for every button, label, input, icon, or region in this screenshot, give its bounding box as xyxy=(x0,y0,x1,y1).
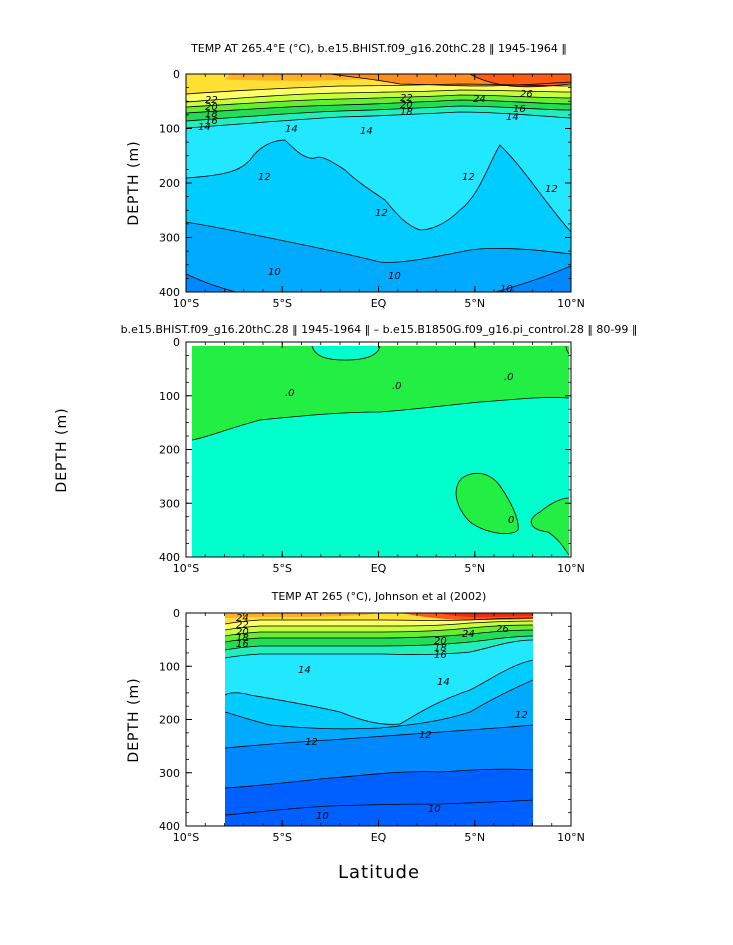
panel1-contour-label: 12 xyxy=(545,184,558,195)
y-tick-label: 200 xyxy=(159,444,180,457)
x-tick-label: 10°S xyxy=(173,562,199,575)
panel2-title: b.e15.BHIST.f09_g16.20thC.28 ‖ 1945-1964… xyxy=(121,323,638,336)
y-tick-label: 400 xyxy=(159,286,180,299)
x-tick-label: 5°S xyxy=(273,297,292,310)
y-tick-label: 0 xyxy=(173,336,180,349)
panel3-contour-label: 20 xyxy=(434,636,447,647)
panel1-contour-label: 14 xyxy=(285,124,298,135)
x-tick-label: 5°S xyxy=(273,831,292,844)
panel3-contour-label: 22 xyxy=(236,620,249,631)
panel1-contour-label: 18 xyxy=(400,107,413,118)
y-tick-label: 400 xyxy=(159,820,180,833)
panel1-contour-label: 10 xyxy=(388,271,401,282)
panel1-axes: 10°S 5°S EQ 5°N 10°N 0 100 200 300 400 xyxy=(159,68,585,310)
panel1-contour-label: 14 xyxy=(198,122,211,133)
panel1-contour-label: 26 xyxy=(520,89,533,100)
panel1-contour-label: 22 xyxy=(400,93,413,104)
panel2-contour-label: .0 xyxy=(504,372,514,383)
x-tick-label: 10°N xyxy=(557,831,585,844)
panel1-contour-label: 20 xyxy=(400,100,413,111)
x-tick-label: 10°N xyxy=(557,562,585,575)
y-tick-label: 300 xyxy=(159,232,180,245)
y-tick-label: 0 xyxy=(173,607,180,620)
panel-model-temperature: TEMP AT 265.4°E (°C), b.e15.BHIST.f09_g1… xyxy=(126,42,585,310)
y-tick-label: 200 xyxy=(159,177,180,190)
panel2-axes: 10°S 5°S EQ 5°N 10°N 0 100 200 300 400 xyxy=(159,336,585,575)
x-tick-label: EQ xyxy=(371,831,387,844)
y-tick-label: 400 xyxy=(159,551,180,564)
panel3-contour-label: 18 xyxy=(434,643,447,654)
panel2-contour-label: .0 xyxy=(392,381,402,392)
y-tick-label: 100 xyxy=(159,660,180,673)
panel1-contour-label: 22 xyxy=(205,95,218,106)
panel3-y-axis-label: DEPTH (m) xyxy=(126,677,142,762)
panel1-contour-label: 16 xyxy=(513,104,526,115)
panel3-title: TEMP AT 265 (°C), Johnson et al (2002) xyxy=(271,590,487,603)
panel3-contour-label: 12 xyxy=(305,737,318,748)
panel1-contour-label: 14 xyxy=(360,126,373,137)
x-tick-label: EQ xyxy=(371,562,387,575)
x-tick-label: 10°S xyxy=(173,297,199,310)
panel1-filled-contours xyxy=(186,74,571,292)
panel3-contour-label: 10 xyxy=(316,811,329,822)
panel1-contour-label: 16 xyxy=(205,116,218,127)
panel1-contour-label: 10 xyxy=(500,284,513,295)
panel1-contour-label: 12 xyxy=(462,172,475,183)
panel1-contour-label: 20 xyxy=(205,102,218,113)
panel3-contour-label: 10 xyxy=(428,804,441,815)
panel1-contour-label: 24 xyxy=(473,94,486,105)
panel3-filled-contours xyxy=(225,613,533,826)
panel3-contour-label: 24 xyxy=(462,629,475,640)
panel1-contour-labels: 22 20 18 16 14 14 14 12 12 12 12 10 10 1… xyxy=(198,89,558,295)
panel3-contour-label: 20 xyxy=(236,627,249,638)
panel1-contour-label: 12 xyxy=(258,172,271,183)
panel3-contour-label: 24 xyxy=(236,613,249,624)
y-tick-label: 300 xyxy=(159,497,180,510)
panel2-y-axis-label: DEPTH (m) xyxy=(54,407,70,492)
panel3-contour-label: 14 xyxy=(437,677,450,688)
panel2-contour-label: 0 xyxy=(508,515,514,526)
panel1-y-axis-label: DEPTH (m) xyxy=(126,140,142,225)
y-tick-label: 300 xyxy=(159,767,180,780)
x-tick-label: 10°S xyxy=(173,831,199,844)
panel3-contour-label: 12 xyxy=(515,710,528,721)
x-axis-title: Latitude xyxy=(338,862,420,883)
panel1-contour-label: 18 xyxy=(205,109,218,120)
panel1-contour-label: 10 xyxy=(268,267,281,278)
x-tick-label: 5°S xyxy=(273,562,292,575)
panel3-contour-label: 12 xyxy=(419,730,432,741)
panel1-title: TEMP AT 265.4°E (°C), b.e15.BHIST.f09_g1… xyxy=(190,42,567,55)
panel2-contour-label: .0 xyxy=(285,388,295,399)
panel3-contour-labels: 24 22 20 18 16 14 14 12 12 12 10 10 26 2… xyxy=(236,613,528,822)
panel3-contour-label: 16 xyxy=(434,650,447,661)
panel3-axes: 10°S 5°S EQ 5°N 10°N 0 100 200 300 400 xyxy=(159,607,585,844)
panel2-contour-labels: .0 .0 .0 0 xyxy=(285,372,514,526)
y-tick-label: 100 xyxy=(159,123,180,136)
panel3-contour-label: 18 xyxy=(236,633,249,644)
panel1-contour-label: 14 xyxy=(506,112,519,123)
x-tick-label: EQ xyxy=(371,297,387,310)
panel1-contour-label: 12 xyxy=(375,208,388,219)
panel3-contour-label: 16 xyxy=(236,639,249,650)
panel3-contour-label: 14 xyxy=(298,665,311,676)
panel-difference: b.e15.BHIST.f09_g16.20thC.28 ‖ 1945-1964… xyxy=(54,323,637,575)
panel2-filled-contours xyxy=(186,342,571,557)
y-tick-label: 200 xyxy=(159,714,180,727)
x-tick-label: 5°N xyxy=(464,562,485,575)
panel3-contour-label: 26 xyxy=(496,624,509,635)
x-tick-label: 10°N xyxy=(557,297,585,310)
y-tick-label: 100 xyxy=(159,390,180,403)
panel-observations: TEMP AT 265 (°C), Johnson et al (2002) xyxy=(126,590,585,844)
y-tick-label: 0 xyxy=(173,68,180,81)
x-tick-label: 5°N xyxy=(464,831,485,844)
x-tick-label: 5°N xyxy=(464,297,485,310)
